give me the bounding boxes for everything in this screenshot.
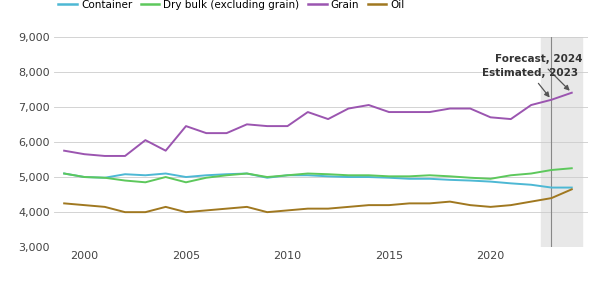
Bar xyxy=(541,37,582,247)
Text: Forecast, 2024: Forecast, 2024 xyxy=(494,54,582,90)
Legend: Container, Dry bulk (excluding grain), Grain, Oil: Container, Dry bulk (excluding grain), G… xyxy=(54,0,409,14)
Text: Estimated, 2023: Estimated, 2023 xyxy=(482,68,578,96)
